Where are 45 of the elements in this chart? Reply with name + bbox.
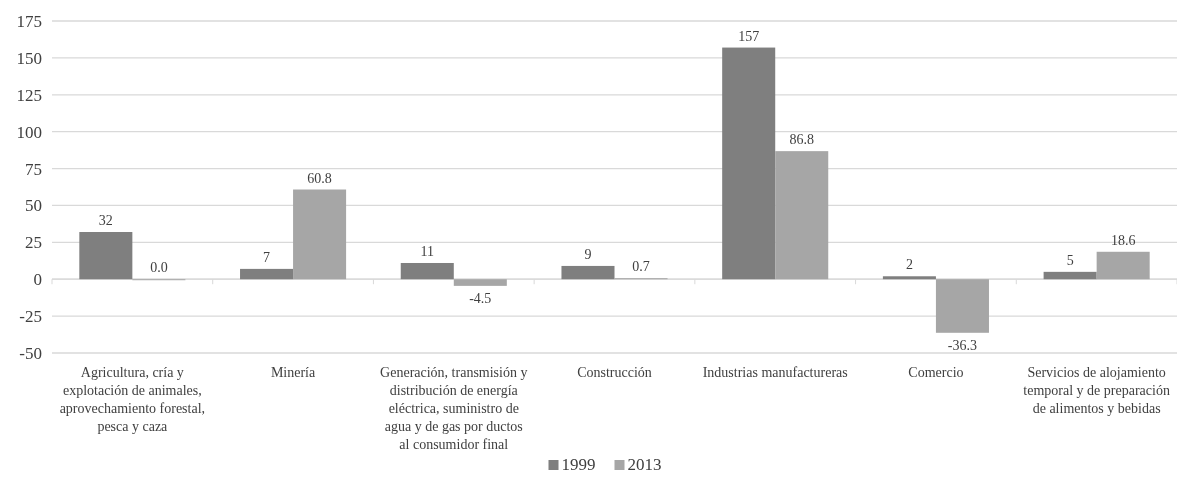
bar	[79, 232, 133, 280]
y-tick-label: 25	[25, 233, 42, 253]
data-label: 7	[263, 249, 271, 265]
bar	[400, 262, 454, 280]
x-tick-label: Construcción	[577, 365, 652, 380]
y-tick-label: -50	[19, 343, 42, 363]
data-label: 5	[1066, 252, 1074, 268]
y-tick-label: 50	[25, 196, 42, 216]
y-tick-label: 125	[16, 85, 42, 105]
data-label: 0.0	[150, 260, 168, 276]
bar	[722, 47, 776, 280]
data-label: 11	[420, 243, 435, 259]
x-tick-label: Minería	[270, 365, 317, 380]
legend-label: 1999	[561, 455, 596, 474]
y-tick-label: 150	[16, 48, 42, 68]
x-tick-label: Industrias manufactureras	[702, 365, 848, 380]
bar	[453, 279, 507, 286]
data-label: -36.3	[947, 337, 978, 353]
y-tick-label: 75	[25, 159, 42, 179]
data-label: -4.5	[469, 290, 492, 306]
data-label: 0.7	[632, 259, 650, 275]
data-label: 32	[98, 213, 113, 228]
x-tick-label: Comercio	[908, 365, 964, 380]
data-label: 9	[584, 246, 592, 262]
bar	[293, 189, 347, 280]
bar	[1096, 251, 1150, 280]
data-label: 86.8	[789, 132, 814, 148]
data-label: 18.6	[1110, 232, 1136, 248]
bar	[935, 279, 989, 333]
data-label: 2	[905, 257, 913, 273]
y-tick-label: 175	[16, 11, 42, 31]
bar	[561, 265, 615, 280]
y-tick-label: 0	[33, 270, 42, 290]
data-label: 157	[738, 28, 760, 44]
bar	[882, 276, 936, 280]
bar	[240, 268, 294, 280]
y-tick-label: -25	[19, 307, 42, 327]
y-tick-label: 100	[16, 122, 42, 142]
x-tick-label: Generación, transmisión y distribución de energía eléctrica, suministro de agua y de gas por ductos al consumidor final	[380, 365, 528, 452]
x-tick-label: Servicios de alojamiento temporal y de preparación de alimentos y bebidas	[1023, 365, 1170, 416]
bar	[775, 151, 829, 280]
x-tick-label: Agricultura, cría y explotación de animales, aprovechamiento forestal, pesca y caza	[59, 365, 206, 434]
data-label: 60.8	[307, 170, 332, 186]
bar	[1043, 271, 1097, 280]
legend-label: 2013	[627, 455, 662, 474]
